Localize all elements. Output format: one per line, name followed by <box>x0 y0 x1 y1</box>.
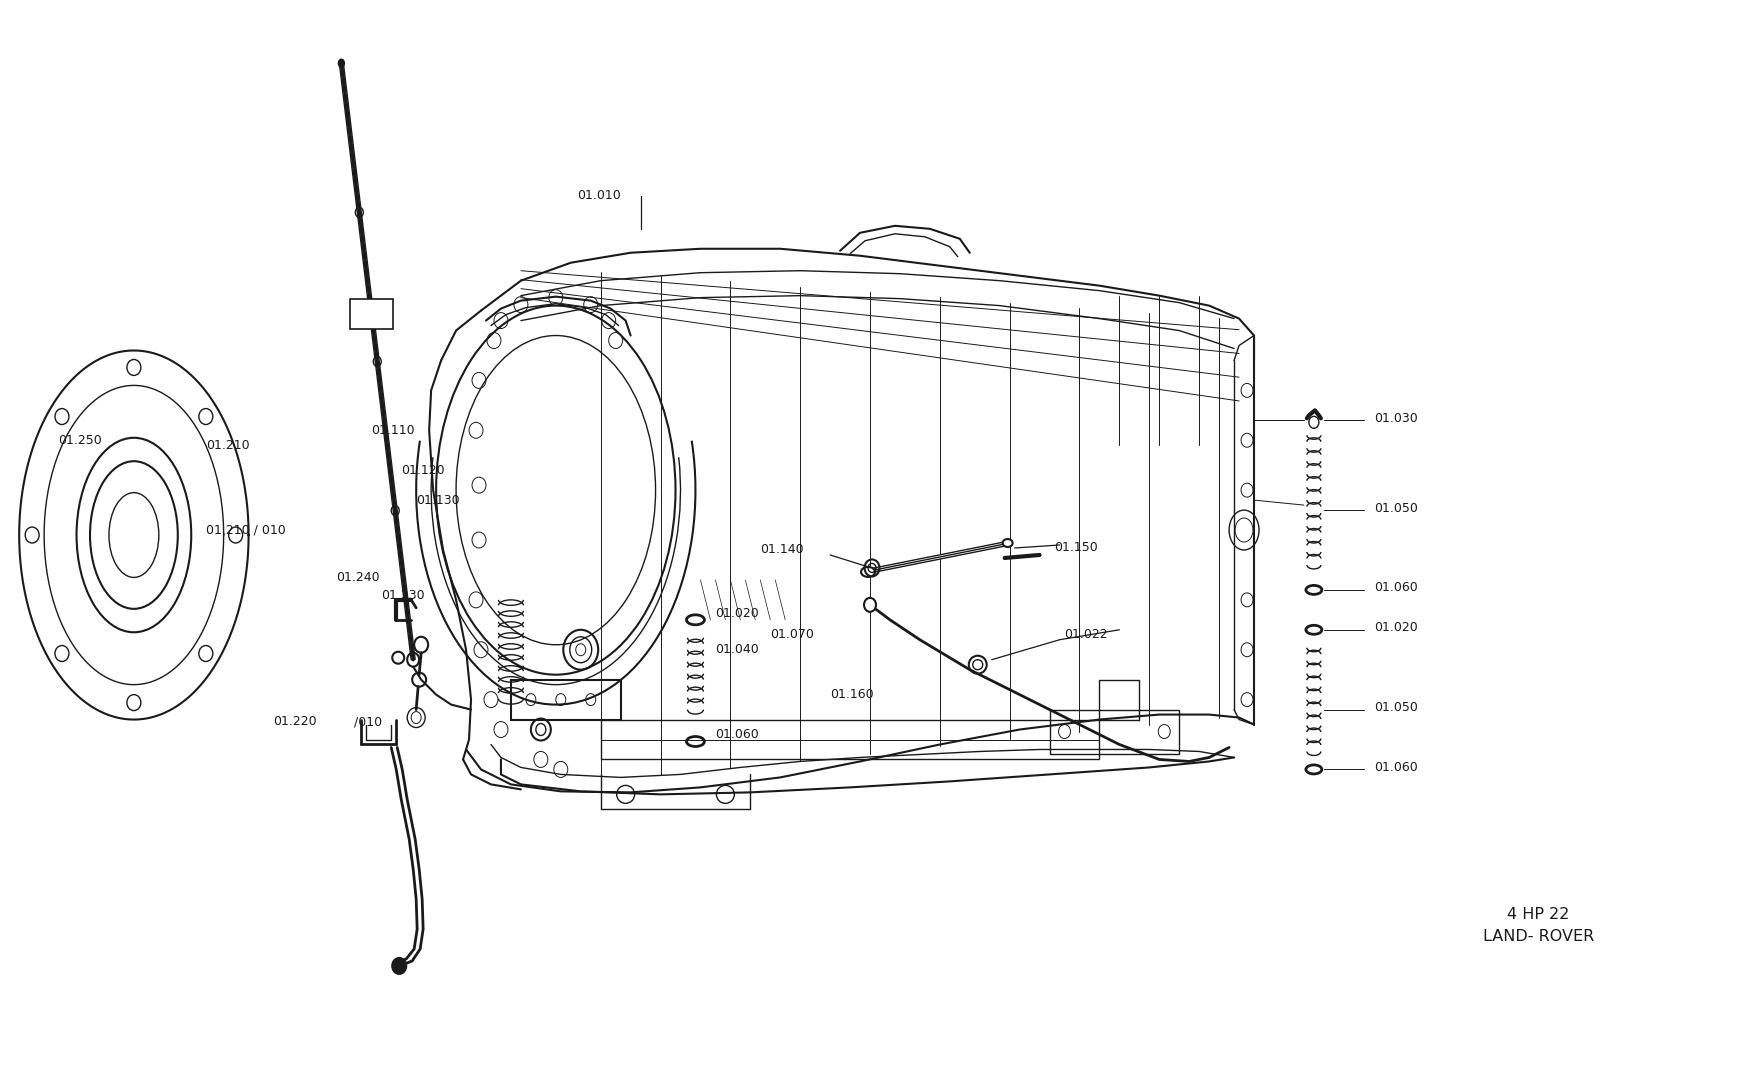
Ellipse shape <box>864 597 877 611</box>
Text: 01.070: 01.070 <box>770 628 814 641</box>
Text: 01.060: 01.060 <box>1374 761 1418 774</box>
Text: 01.022: 01.022 <box>1064 628 1108 641</box>
Text: 01.250: 01.250 <box>58 434 102 447</box>
Text: 01.150: 01.150 <box>1055 542 1099 555</box>
Text: 01.210 / 010: 01.210 / 010 <box>206 523 285 536</box>
Text: 01.060: 01.060 <box>716 728 760 741</box>
Text: 01.010: 01.010 <box>578 190 621 203</box>
Text: 01.030: 01.030 <box>1374 412 1418 425</box>
Text: LAND- ROVER: LAND- ROVER <box>1482 930 1594 945</box>
Ellipse shape <box>861 567 875 577</box>
Text: 01.060: 01.060 <box>1374 581 1418 594</box>
Text: 01.140: 01.140 <box>760 544 803 557</box>
Text: 01.130: 01.130 <box>416 494 460 507</box>
Text: 01.020: 01.020 <box>716 607 760 620</box>
Ellipse shape <box>338 59 345 68</box>
Text: 4 HP 22: 4 HP 22 <box>1507 907 1570 921</box>
Text: 01.050: 01.050 <box>1374 501 1418 514</box>
Text: 01.220: 01.220 <box>273 715 317 728</box>
Ellipse shape <box>392 958 406 973</box>
Text: 01.240: 01.240 <box>336 571 380 584</box>
Text: 01.120: 01.120 <box>401 463 444 476</box>
Text: 01.040: 01.040 <box>716 643 760 656</box>
Text: 01.230: 01.230 <box>382 590 425 603</box>
Text: /010: /010 <box>354 715 383 728</box>
Text: 01.210: 01.210 <box>206 439 248 451</box>
Text: 01.050: 01.050 <box>1374 701 1418 714</box>
Text: 01.020: 01.020 <box>1374 621 1418 634</box>
Ellipse shape <box>1003 540 1013 547</box>
Text: 01.160: 01.160 <box>830 688 873 701</box>
FancyBboxPatch shape <box>350 299 394 329</box>
Text: 01.110: 01.110 <box>371 424 415 437</box>
